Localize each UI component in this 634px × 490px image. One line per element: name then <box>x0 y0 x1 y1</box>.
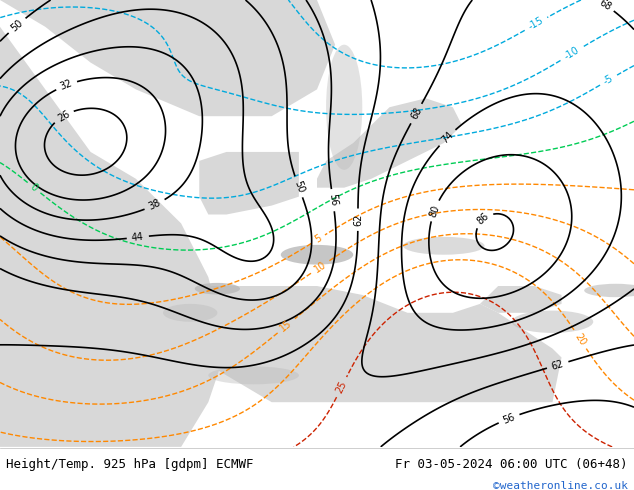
Text: 74: 74 <box>439 129 455 146</box>
Text: -10: -10 <box>562 46 581 62</box>
Text: -5: -5 <box>602 74 615 87</box>
Text: 15: 15 <box>278 318 294 334</box>
Text: -15: -15 <box>527 16 545 32</box>
Text: 62: 62 <box>550 358 565 371</box>
Text: 62: 62 <box>353 214 363 226</box>
Ellipse shape <box>281 245 353 265</box>
Text: 0: 0 <box>29 182 39 194</box>
Polygon shape <box>199 152 299 215</box>
Text: 5: 5 <box>313 233 323 245</box>
Text: 26: 26 <box>56 108 72 123</box>
Text: 56: 56 <box>501 412 517 425</box>
Text: 86: 86 <box>476 211 491 227</box>
Text: 44: 44 <box>131 232 145 243</box>
Text: 10: 10 <box>313 259 328 274</box>
Text: ©weatheronline.co.uk: ©weatheronline.co.uk <box>493 481 628 490</box>
Ellipse shape <box>584 284 634 297</box>
Polygon shape <box>181 277 562 402</box>
Text: Fr 03-05-2024 06:00 UTC (06+48): Fr 03-05-2024 06:00 UTC (06+48) <box>395 458 628 470</box>
Ellipse shape <box>195 283 240 294</box>
Polygon shape <box>0 0 335 116</box>
Text: 68: 68 <box>597 0 612 12</box>
Text: 56: 56 <box>327 194 339 207</box>
Ellipse shape <box>326 45 362 170</box>
Text: 32: 32 <box>59 78 74 92</box>
Text: 68: 68 <box>409 106 424 122</box>
Polygon shape <box>0 0 226 447</box>
Polygon shape <box>317 98 462 188</box>
Ellipse shape <box>209 367 299 384</box>
Text: 50: 50 <box>292 179 306 195</box>
Text: 20: 20 <box>573 331 588 347</box>
Text: 50: 50 <box>9 18 25 33</box>
Text: Height/Temp. 925 hPa [gdpm] ECMWF: Height/Temp. 925 hPa [gdpm] ECMWF <box>6 458 254 470</box>
Ellipse shape <box>512 311 593 333</box>
Text: 80: 80 <box>428 203 441 218</box>
Polygon shape <box>480 286 562 313</box>
Ellipse shape <box>403 237 484 255</box>
Text: 38: 38 <box>147 197 162 212</box>
Ellipse shape <box>163 304 217 322</box>
Text: 25: 25 <box>334 379 349 395</box>
